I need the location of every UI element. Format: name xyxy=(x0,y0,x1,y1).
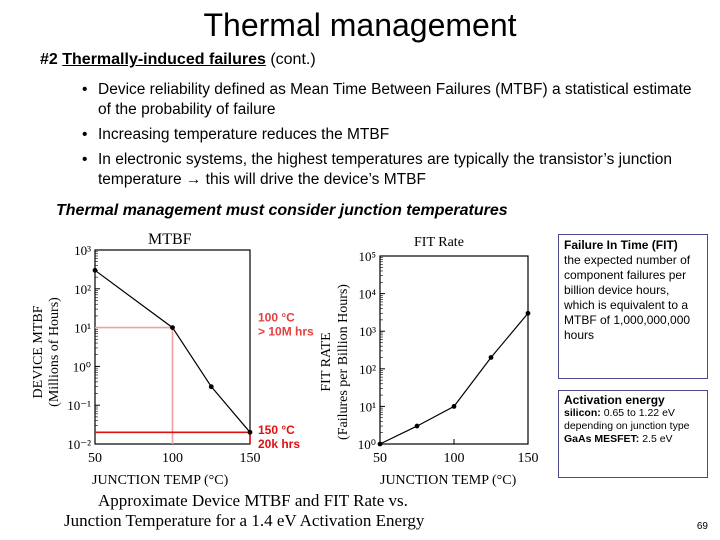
silicon-note: depending on junction type xyxy=(564,420,690,432)
mtbf-data-point xyxy=(170,325,175,330)
bullet-item: Device reliability defined as Mean Time … xyxy=(78,80,708,120)
conclusion-text: Thermal management must consider junctio… xyxy=(56,202,508,219)
mtbf-x-tick-label: 150 xyxy=(240,451,261,466)
bullet-item: In electronic systems, the highest tempe… xyxy=(78,150,708,190)
mtbf-y-tick-label: 10² xyxy=(74,282,91,297)
fit-data-point xyxy=(414,423,420,429)
fit-y-label-1: FIT RATE xyxy=(319,332,334,391)
mtbf-chart-title: MTBF xyxy=(148,231,192,248)
mtbf-x-tick-label: 100 xyxy=(162,451,183,466)
annotation-label: 20k hrs xyxy=(258,437,300,451)
bullet-item: Increasing temperature reduces the MTBF xyxy=(78,125,708,145)
fit-series-line xyxy=(379,312,529,445)
mtbf-x-label: JUNCTION TEMP (°C) xyxy=(92,473,229,488)
subtitle-number: #2 xyxy=(40,51,58,68)
fit-box-heading: Failure In Time (FIT) xyxy=(564,238,678,252)
figure-caption-line2: Junction Temperature for a 1.4 eV Activa… xyxy=(64,511,425,530)
fit-data-point xyxy=(525,310,531,316)
fit-y-tick-label: 10⁴ xyxy=(358,287,376,302)
fit-chart-title: FIT Rate xyxy=(414,235,464,250)
silicon-label: silicon: xyxy=(564,407,601,419)
subtitle-cont: (cont.) xyxy=(270,51,316,68)
gaas-value: 2.5 eV xyxy=(642,433,673,445)
annotation-label: 150 °C xyxy=(258,423,295,437)
fit-data-point xyxy=(377,441,383,447)
mtbf-data-point xyxy=(247,429,253,435)
bullet-list: Device reliability defined as Mean Time … xyxy=(78,80,708,195)
fit-definition-box: Failure In Time (FIT) the expected numbe… xyxy=(558,234,708,379)
mtbf-y-tick-label: 10⁰ xyxy=(73,359,91,374)
activation-energy-box: Activation energy silicon: 0.65 to 1.22 … xyxy=(558,390,708,478)
mtbf-y-tick-label: 10¹ xyxy=(74,321,91,336)
gaas-label: GaAs MESFET: xyxy=(564,433,640,445)
fit-x-label: JUNCTION TEMP (°C) xyxy=(380,473,517,488)
mtbf-y-tick-label: 10⁻² xyxy=(67,437,91,452)
mtbf-series-line xyxy=(94,269,251,433)
fit-y-tick-label: 10⁰ xyxy=(358,437,376,452)
fit-y-label-2: (Failures per Billion Hours) xyxy=(336,284,351,440)
activation-box-heading: Activation energy xyxy=(564,393,665,407)
slide-subtitle: #2 Thermally-induced failures (cont.) xyxy=(40,50,316,70)
fit-y-tick-label: 10³ xyxy=(359,324,376,339)
fit-data-point xyxy=(451,404,457,409)
mtbf-y-label-2: (Millions of Hours) xyxy=(47,297,62,407)
mtbf-y-label-1: DEVICE MTBF xyxy=(31,305,46,398)
fit-y-tick-label: 10¹ xyxy=(359,399,376,414)
mtbf-x-tick-label: 50 xyxy=(88,451,102,466)
fit-x-tick-label: 100 xyxy=(444,451,465,466)
mtbf-y-tick-label: 10⁻¹ xyxy=(67,398,91,413)
fit-y-tick-label: 10⁵ xyxy=(358,249,376,264)
fit-y-tick-label: 10² xyxy=(359,362,376,377)
silicon-value: 0.65 to 1.22 eV xyxy=(603,407,675,419)
slide-title: Thermal management xyxy=(203,7,517,43)
subtitle-main: Thermally-induced failures xyxy=(62,51,266,68)
annotation-label: > 10M hrs xyxy=(258,325,314,339)
mtbf-data-point xyxy=(208,384,214,390)
page-number: 69 xyxy=(696,521,708,532)
fit-x-tick-label: 50 xyxy=(373,451,387,466)
mtbf-data-point xyxy=(92,267,98,273)
fit-x-tick-label: 150 xyxy=(518,451,539,466)
fit-data-point xyxy=(488,355,494,360)
fit-plot-frame xyxy=(379,255,529,445)
reliability-figure: MTBF DEVICE MTBF (Millions of Hours) JUN… xyxy=(31,231,539,530)
mtbf-y-tick-label: 10³ xyxy=(74,243,91,258)
figure-caption-line1: Approximate Device MTBF and FIT Rate vs. xyxy=(98,491,408,510)
annotation-label: 100 °C xyxy=(258,311,295,325)
fit-box-body: the expected number of component failure… xyxy=(564,253,691,342)
